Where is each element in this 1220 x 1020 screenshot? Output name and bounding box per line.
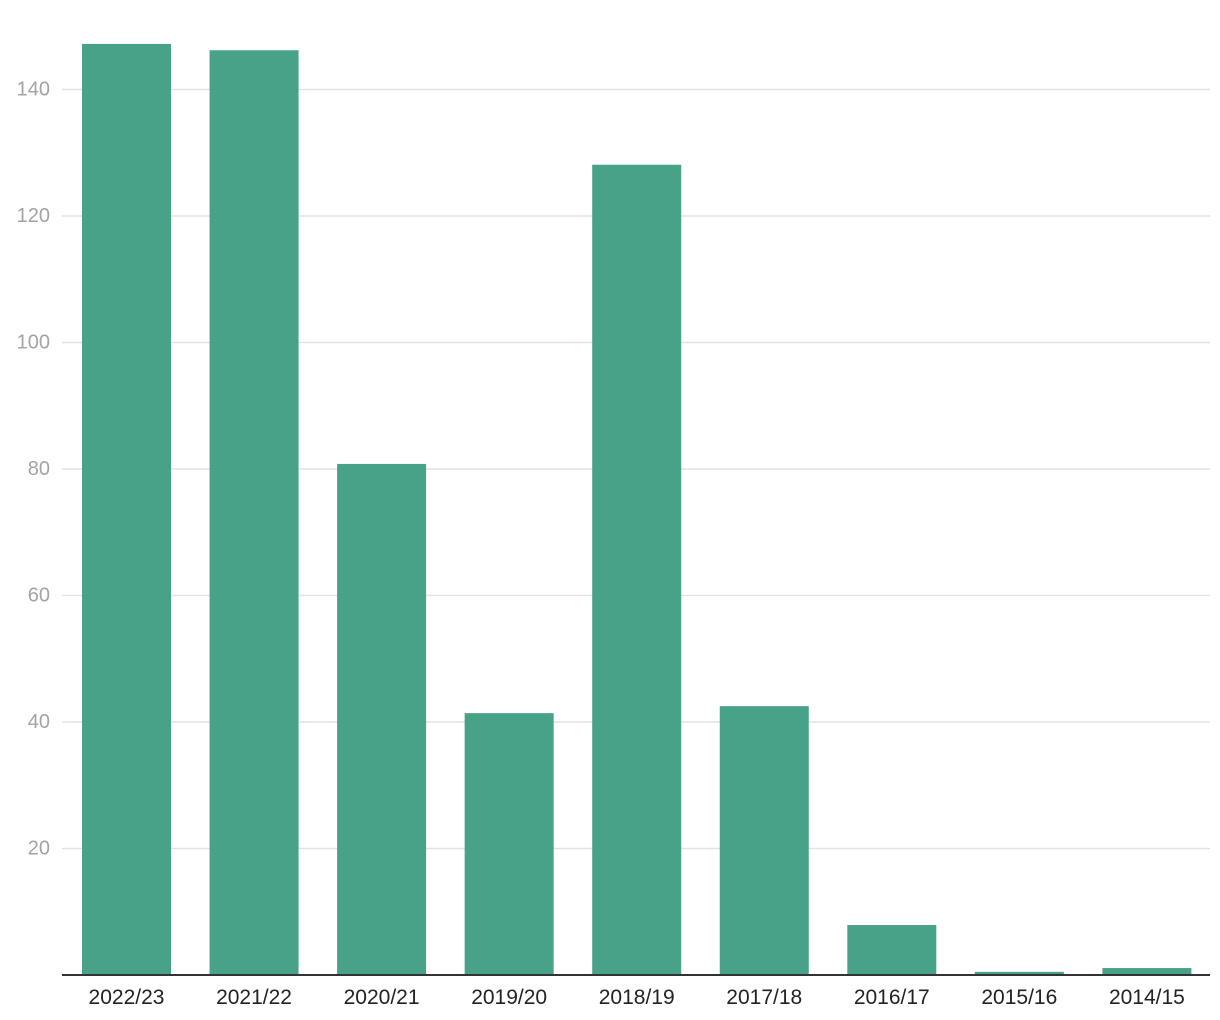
x-tick-label-2021-22: 2021/22 <box>216 986 292 1009</box>
x-tick-label-2015-16: 2015/16 <box>981 986 1057 1009</box>
x-tick-label-2017-18: 2017/18 <box>726 986 802 1009</box>
x-tick-label-2018-19: 2018/19 <box>599 986 675 1009</box>
bar-2016-17 <box>847 925 937 975</box>
bar-2017-18 <box>719 706 809 975</box>
y-tick-label-20: 20 <box>28 837 50 859</box>
y-tick-label-80: 80 <box>28 458 50 480</box>
bar-2022-23 <box>82 43 171 976</box>
x-axis: 2022/23 2021/22 2020/21 2019/20 2018/19 2017/… <box>62 974 1210 1009</box>
y-tick-label-120: 120 <box>17 205 50 227</box>
bar-2021-22 <box>209 50 299 976</box>
x-tick-label-2019-20: 2019/20 <box>471 986 547 1009</box>
bar-2015-16 <box>974 971 1064 975</box>
bar-2019-20 <box>464 713 554 975</box>
bar-2018-19 <box>592 164 682 975</box>
y-axis: 20 40 60 80 100 120 140 <box>17 78 50 859</box>
bar-2014-15 <box>1102 968 1192 975</box>
x-tick-label-2022-23: 2022/23 <box>89 986 165 1009</box>
x-tick-label-2020-21: 2020/21 <box>344 986 420 1009</box>
x-tick-label-2016-17: 2016/17 <box>854 986 930 1009</box>
y-tick-label-100: 100 <box>17 331 50 353</box>
bar-2020-21 <box>337 463 427 975</box>
y-tick-label-60: 60 <box>28 584 50 606</box>
y-tick-label-40: 40 <box>28 711 50 733</box>
y-tick-label-140: 140 <box>17 78 50 100</box>
x-tick-label-2014-15: 2014/15 <box>1109 986 1185 1009</box>
bars <box>82 43 1192 976</box>
